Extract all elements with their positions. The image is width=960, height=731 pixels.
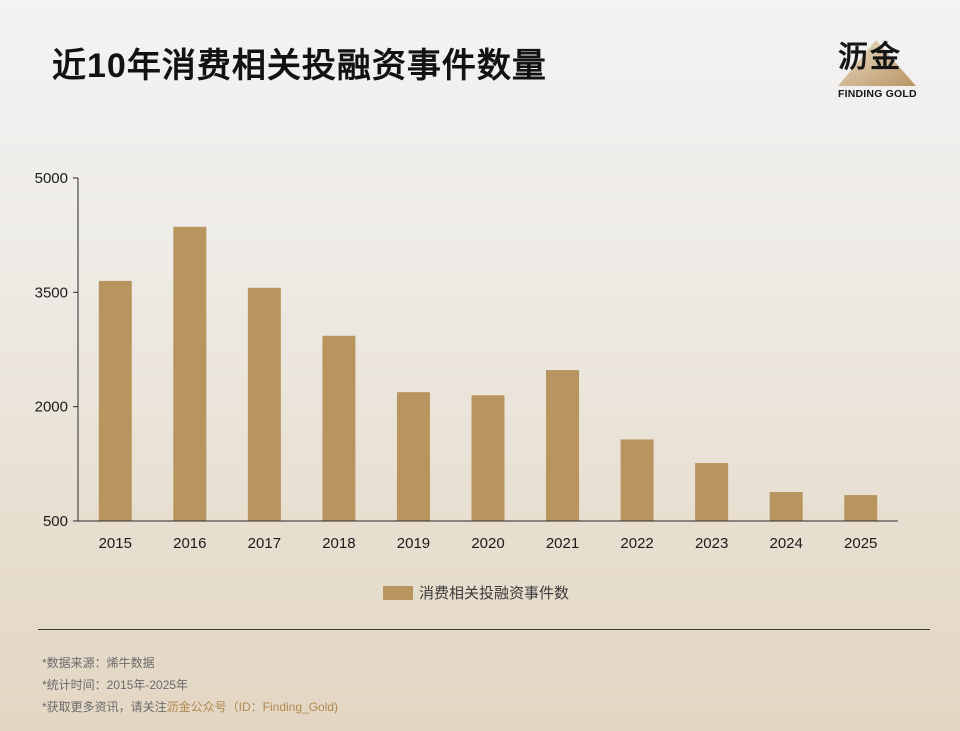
- x-tick-label: 2015: [99, 535, 132, 552]
- x-tick-label: 2024: [769, 535, 802, 552]
- page-title: 近10年消费相关投融资事件数量: [52, 47, 547, 85]
- y-tick-label: 3500: [35, 284, 68, 301]
- logo-text-en: FINDING GOLD: [838, 88, 917, 100]
- legend-label: 消费相关投融资事件数: [419, 585, 570, 602]
- follow-note: *获取更多资讯，请关注沥金公众号（ID：Finding_Gold): [42, 696, 338, 718]
- y-tick-label: 2000: [35, 399, 68, 416]
- x-tick-label: 2017: [248, 535, 281, 552]
- footer-divider: [38, 629, 930, 630]
- bar-2021: [546, 370, 580, 521]
- logo-text-cn: 沥金: [838, 41, 902, 74]
- x-tick-label: 2019: [397, 535, 430, 552]
- y-tick-label: 5000: [35, 170, 68, 187]
- bar-2018: [322, 335, 356, 521]
- bar-2025: [844, 495, 878, 521]
- x-tick-label: 2025: [844, 535, 877, 552]
- bar-2019: [396, 392, 430, 521]
- brand-logo: 沥金 FINDING GOLD: [826, 30, 926, 102]
- source-note: *数据来源：烯牛数据: [42, 656, 155, 670]
- x-tick-label: 2022: [620, 535, 653, 552]
- logo-mountain-icon: [838, 40, 916, 86]
- bar-2022: [620, 439, 654, 521]
- period-note: *统计时间：2015年-2025年: [42, 678, 189, 692]
- bar-2020: [471, 395, 505, 521]
- x-tick-label: 2018: [322, 535, 355, 552]
- bar-2024: [769, 492, 803, 521]
- follow-note-prefix: *获取更多资讯，请关注: [42, 700, 167, 714]
- x-tick-label: 2020: [471, 535, 504, 552]
- x-tick-label: 2021: [546, 535, 579, 552]
- x-tick-label: 2016: [173, 535, 206, 552]
- legend-swatch: [383, 585, 413, 600]
- x-tick-label: 2023: [695, 535, 728, 552]
- y-tick-label: 500: [43, 513, 68, 530]
- bar-2023: [695, 463, 729, 521]
- bar-2016: [173, 226, 207, 521]
- bar-2015: [98, 280, 132, 521]
- footer-notes: *数据来源：烯牛数据 *统计时间：2015年-2025年 *获取更多资讯，请关注…: [42, 652, 338, 718]
- bar-2017: [247, 287, 281, 521]
- chart-legend: 消费相关投融资事件数: [383, 582, 569, 603]
- follow-note-account: 沥金公众号（ID：Finding_Gold): [166, 700, 339, 714]
